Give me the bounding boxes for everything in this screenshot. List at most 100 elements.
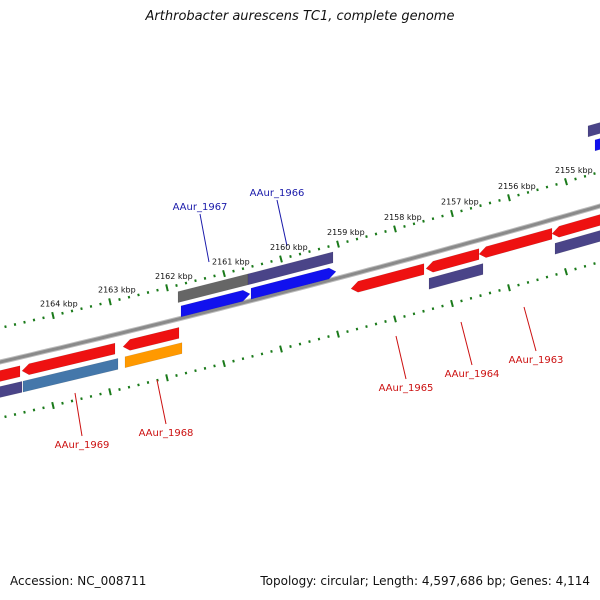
outer-scale-minor-tick xyxy=(184,281,188,285)
footer-accession: Accession: NC_008711 xyxy=(10,574,147,588)
gene-label: AAur_1969 xyxy=(55,440,110,451)
outer-scale-major-tick xyxy=(51,311,55,320)
outer-scale-minor-tick xyxy=(260,262,264,266)
outer-scale-minor-tick xyxy=(70,309,74,313)
genome-backbone xyxy=(0,203,600,365)
outer-scale-minor-tick xyxy=(488,201,492,205)
inner-scale-minor-tick xyxy=(374,322,378,326)
inner-scale-minor-tick xyxy=(194,369,197,373)
outer-scale-major-tick xyxy=(336,240,340,248)
gene-arrow-red xyxy=(350,263,425,293)
gene-arrow-navy xyxy=(428,263,484,290)
scale-label: 2157 kbp xyxy=(441,198,479,207)
callout-line xyxy=(199,213,210,263)
callout-line xyxy=(395,335,407,380)
gene-arrow-blue xyxy=(180,289,251,318)
outer-scale-minor-tick xyxy=(583,174,587,178)
inner-scale-minor-tick xyxy=(61,401,64,405)
outer-scale-minor-tick xyxy=(460,209,463,213)
scale-label: 2162 kbp xyxy=(155,272,193,281)
inner-scale-minor-tick xyxy=(403,314,406,318)
outer-scale-minor-tick xyxy=(23,320,26,324)
inner-scale-minor-tick xyxy=(488,291,492,295)
outer-scale-minor-tick xyxy=(327,245,330,249)
outer-scale-minor-tick xyxy=(127,295,131,299)
inner-scale-minor-tick xyxy=(260,352,264,356)
gene-arrow-blue xyxy=(250,267,337,300)
inner-scale-minor-tick xyxy=(23,410,26,414)
inner-scale-minor-tick xyxy=(536,278,539,282)
gene-arrow-navy xyxy=(554,230,600,255)
outer-scale-minor-tick xyxy=(213,274,216,278)
callout-line xyxy=(74,392,83,437)
inner-scale-minor-tick xyxy=(574,267,577,271)
outer-scale-minor-tick xyxy=(298,252,302,256)
inner-scale-minor-tick xyxy=(412,312,416,316)
outer-scale-minor-tick xyxy=(175,284,178,287)
outer-scale-minor-tick xyxy=(146,291,150,294)
inner-scale-minor-tick xyxy=(70,399,74,403)
outer-scale-minor-tick xyxy=(270,259,273,263)
callout-line xyxy=(276,199,288,247)
inner-scale-minor-tick xyxy=(146,381,150,384)
inner-scale-minor-tick xyxy=(4,415,7,419)
inner-scale-major-tick xyxy=(222,359,226,368)
gene-label: AAur_1965 xyxy=(379,383,434,394)
inner-scale-minor-tick xyxy=(99,392,102,396)
inner-scale-major-tick xyxy=(507,284,511,292)
inner-scale-minor-tick xyxy=(289,345,292,348)
gene-arrow-navy xyxy=(0,381,23,398)
outer-scale-minor-tick xyxy=(241,267,245,271)
outer-scale-minor-tick xyxy=(137,293,140,297)
outer-scale-minor-tick xyxy=(13,323,17,326)
outer-scale-minor-tick xyxy=(384,230,387,233)
outer-scale-minor-tick xyxy=(365,235,368,239)
outer-scale-minor-tick xyxy=(574,177,577,181)
callout-line xyxy=(460,321,473,366)
outer-scale-minor-tick xyxy=(251,264,254,268)
inner-scale-minor-tick xyxy=(545,275,549,279)
outer-scale-minor-tick xyxy=(469,206,473,210)
inner-scale-major-tick xyxy=(564,268,568,276)
inner-scale-minor-tick xyxy=(203,366,207,370)
outer-scale-minor-tick xyxy=(403,224,406,228)
outer-scale-minor-tick xyxy=(203,276,207,280)
scale-label: 2161 kbp xyxy=(212,258,250,267)
gene-label: AAur_1968 xyxy=(139,428,194,439)
inner-scale-minor-tick xyxy=(526,280,530,284)
outer-scale-minor-tick xyxy=(479,204,482,208)
inner-scale-minor-tick xyxy=(32,408,36,412)
scale-label: 2163 kbp xyxy=(98,286,136,295)
outer-scale-minor-tick xyxy=(526,190,530,194)
outer-scale-major-tick xyxy=(507,194,511,202)
outer-scale-major-tick xyxy=(279,255,283,263)
gene-arrow-red xyxy=(551,214,600,238)
gene-label: AAur_1967 xyxy=(173,202,228,213)
inner-scale-major-tick xyxy=(279,345,283,353)
outer-scale-minor-tick xyxy=(4,325,7,329)
inner-scale-minor-tick xyxy=(555,272,558,276)
inner-scale-minor-tick xyxy=(517,283,520,287)
outer-scale-minor-tick xyxy=(61,311,64,315)
scale-ring-inner xyxy=(4,262,596,419)
gene-arrow-red xyxy=(0,365,21,382)
callout-line xyxy=(156,379,167,425)
inner-scale-minor-tick xyxy=(118,388,121,391)
inner-scale-minor-tick xyxy=(346,330,349,334)
outer-scale-minor-tick xyxy=(42,316,45,320)
inner-scale-minor-tick xyxy=(469,296,473,300)
gene-features xyxy=(0,122,600,398)
outer-scale-minor-tick xyxy=(431,217,435,221)
outer-scale-minor-tick xyxy=(118,298,121,301)
inner-scale-minor-tick xyxy=(384,320,387,323)
gene-arrow-red xyxy=(21,342,116,375)
gene-arrow-steel xyxy=(22,358,119,393)
outer-scale-minor-tick xyxy=(536,188,539,192)
inner-scale-minor-tick xyxy=(422,309,425,313)
scale-label: 2155 kbp xyxy=(555,166,593,175)
outer-scale-minor-tick xyxy=(441,214,444,218)
outer-scale-minor-tick xyxy=(232,269,235,273)
gene-arrow-red xyxy=(122,327,180,351)
outer-scale-major-tick xyxy=(222,269,226,278)
gene-arrow-blue xyxy=(594,138,600,152)
